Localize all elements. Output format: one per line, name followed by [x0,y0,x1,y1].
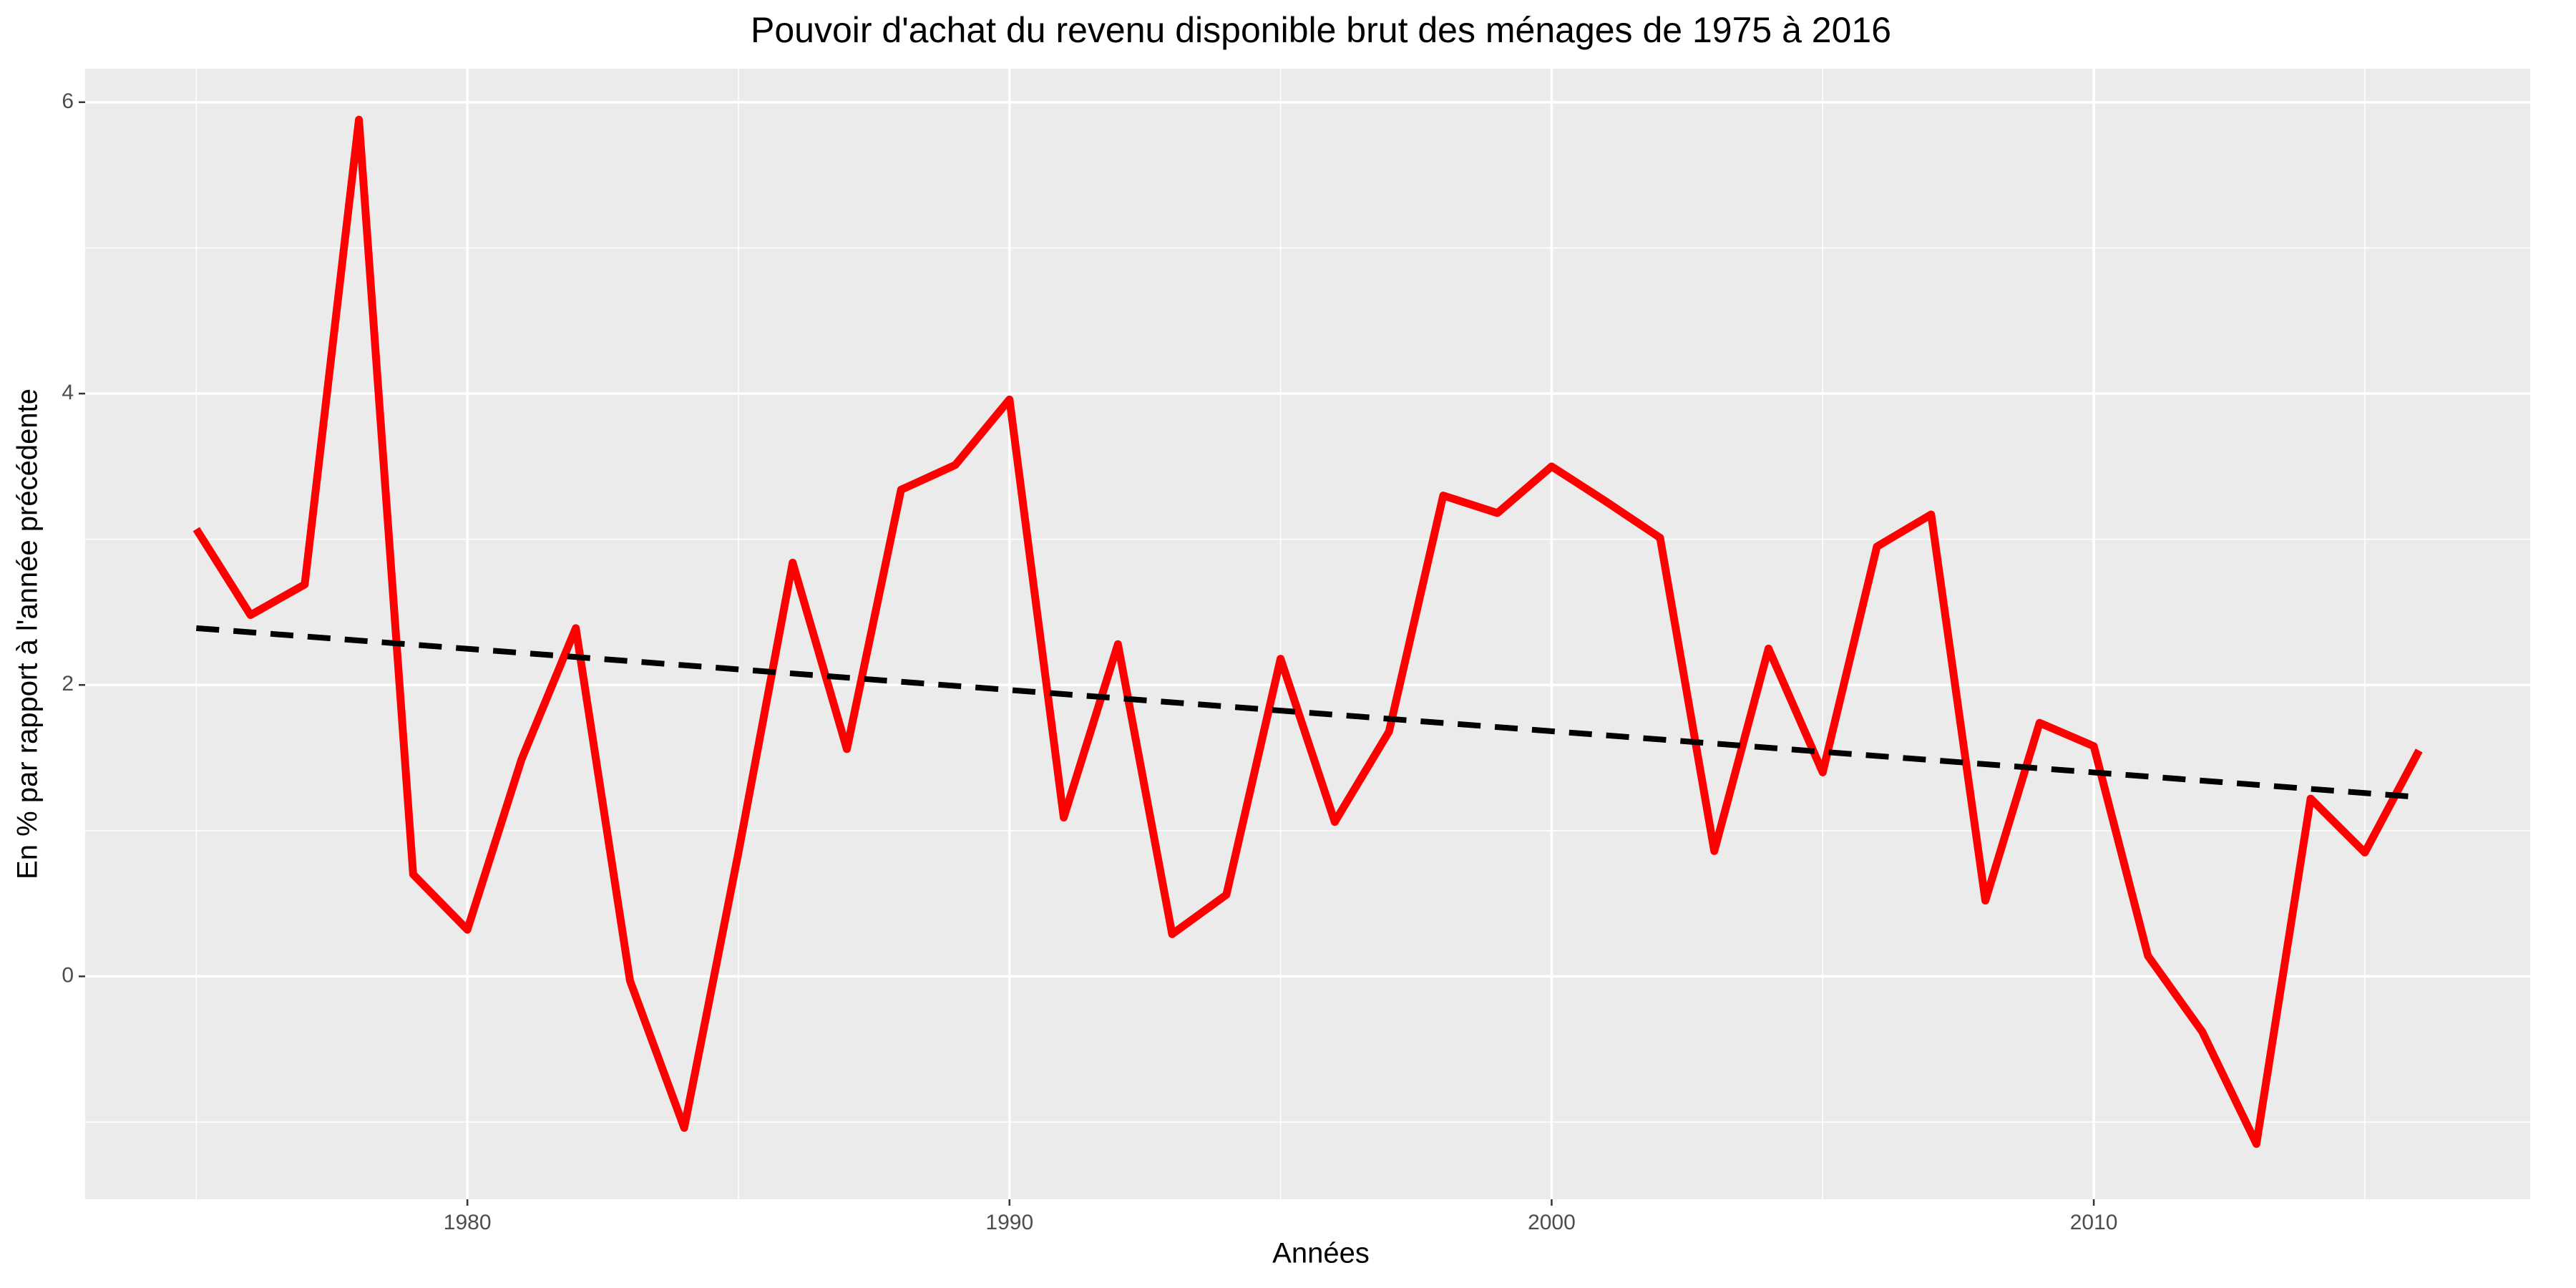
y-tick-label: 4 [62,381,74,404]
y-tick-label: 0 [62,963,74,987]
x-tick-label: 2000 [1528,1211,1576,1234]
chart-title: Pouvoir d'achat du revenu disponible bru… [751,10,1891,50]
x-tick-label: 2010 [2070,1211,2118,1234]
plot-panel [85,69,2530,1199]
x-tick-label: 1980 [444,1211,492,1234]
y-tick-label: 2 [62,672,74,696]
y-axis-label: En % par rapport à l'année précédente [12,389,44,879]
x-axis-label: Années [1272,1238,1370,1269]
x-tick-label: 1990 [985,1211,1033,1234]
y-tick-label: 6 [62,89,74,113]
data-line [192,115,2423,1148]
